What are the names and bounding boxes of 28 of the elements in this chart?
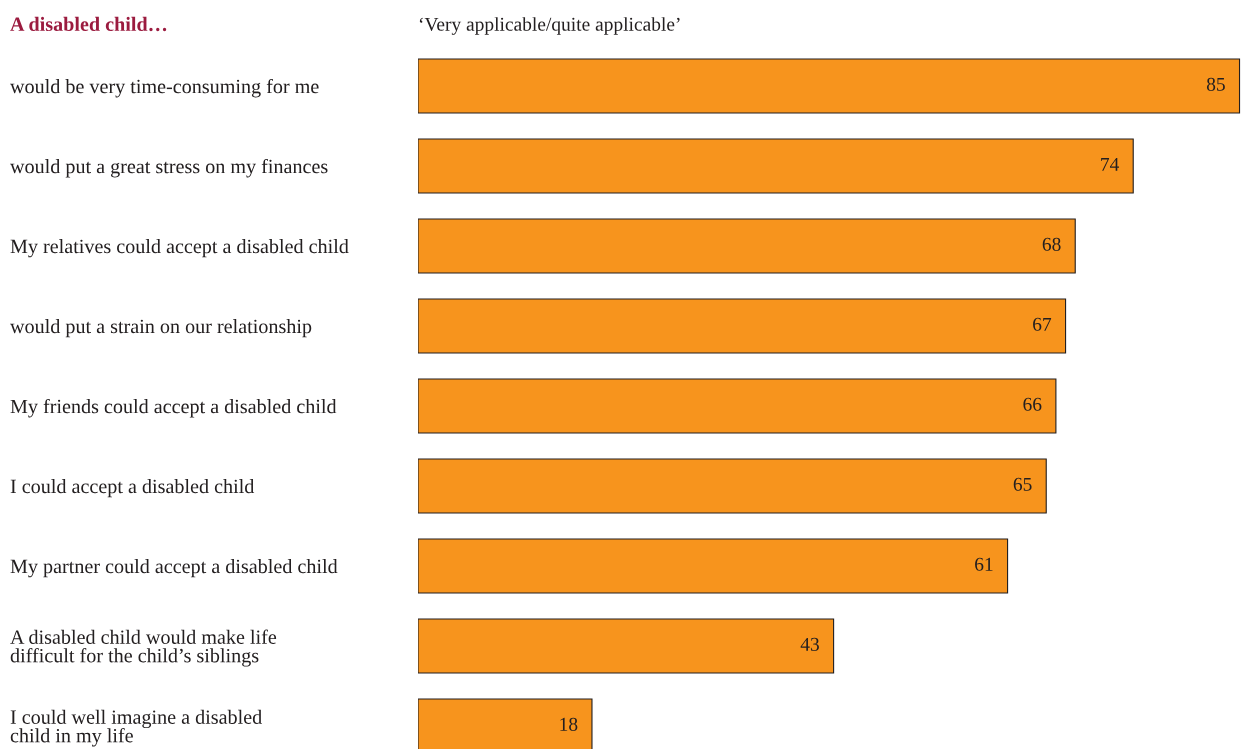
data-label: 68 bbox=[1042, 237, 1061, 251]
y-tick-label: A disabled child would make life difficult for the child’s siblings bbox=[10, 629, 277, 667]
bar bbox=[418, 538, 1009, 594]
data-label: 61 bbox=[975, 557, 993, 571]
y-tick-label: My relatives could accept a disabled child bbox=[10, 239, 349, 258]
y-tick-label: My partner could accept a disabled child bbox=[10, 559, 338, 578]
data-label: 43 bbox=[800, 637, 819, 651]
y-tick-label: I could accept a disabled child bbox=[10, 479, 255, 498]
data-label: 65 bbox=[1013, 477, 1032, 491]
chart-subtitle: ‘Very applicable/quite applicable’ bbox=[419, 17, 680, 35]
y-tick-label: would put a great stress on my finances bbox=[10, 158, 328, 178]
data-label: 85 bbox=[1206, 77, 1225, 91]
data-label: 74 bbox=[1101, 157, 1120, 171]
bar bbox=[418, 58, 1241, 114]
y-tick-label: would be very time-consuming for me bbox=[10, 78, 319, 98]
y-tick-label: would put a strain on our relationship bbox=[10, 319, 312, 338]
data-label: 67 bbox=[1033, 317, 1052, 331]
text: A disabled child… bbox=[10, 16, 167, 32]
bar bbox=[418, 378, 1057, 434]
bar bbox=[418, 218, 1076, 274]
y-tick-label: My friends could accept a disabled child bbox=[10, 398, 337, 418]
data-label: 66 bbox=[1023, 397, 1042, 411]
bar bbox=[418, 458, 1047, 514]
y-tick-label: I could well imagine a disabled child in my life bbox=[10, 709, 262, 747]
bar bbox=[418, 298, 1067, 354]
bar bbox=[418, 618, 835, 674]
bar bbox=[418, 138, 1134, 194]
data-label: 18 bbox=[560, 717, 578, 731]
